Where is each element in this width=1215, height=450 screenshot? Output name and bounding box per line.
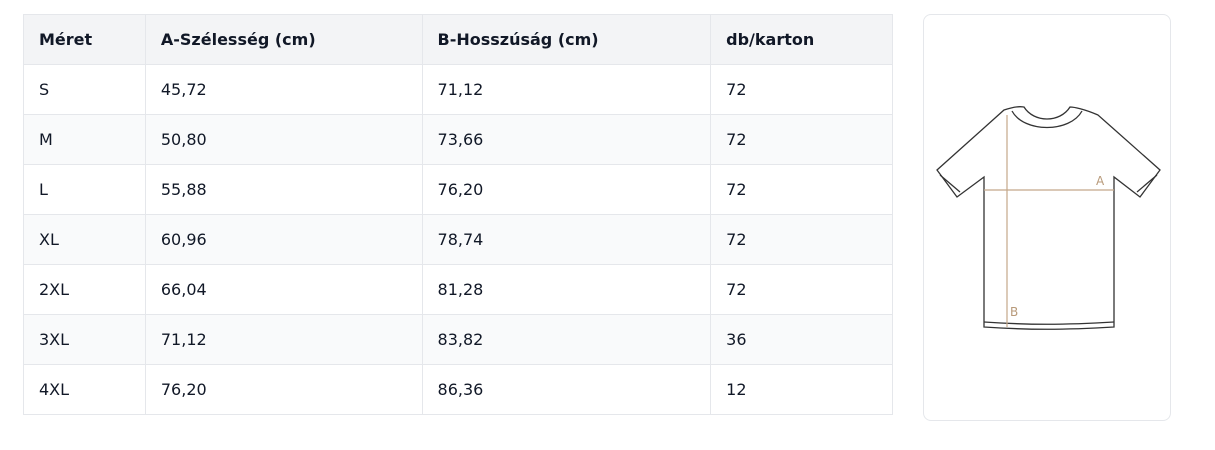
table-cell: 4XL — [23, 364, 146, 415]
table-cell: 2XL — [23, 264, 146, 315]
table-cell: 50,80 — [144, 114, 423, 165]
table-cell: S — [23, 64, 146, 115]
table-cell: 72 — [710, 264, 893, 315]
table-row: L 55,88 76,20 72 — [23, 164, 893, 215]
table-row: 4XL 76,20 86,36 12 — [23, 364, 893, 415]
table-cell: 72 — [710, 214, 893, 265]
header-cell: db/karton — [710, 14, 893, 65]
table-cell: 71,12 — [144, 314, 423, 365]
table-row: S 45,72 71,12 72 — [23, 64, 893, 115]
table-row: XL 60,96 78,74 72 — [23, 214, 893, 265]
table-cell: 72 — [710, 164, 893, 215]
table-cell: 72 — [710, 64, 893, 115]
table-cell: 36 — [710, 314, 893, 365]
header-cell: Méret — [23, 14, 146, 65]
tshirt-outline — [936, 105, 1161, 330]
table-cell: XL — [23, 214, 146, 265]
table-cell: 12 — [710, 364, 893, 415]
header-cell: B-Hosszúság (cm) — [421, 14, 712, 65]
length-label: B — [1010, 305, 1018, 319]
table-cell: 3XL — [23, 314, 146, 365]
tshirt-svg: A B — [936, 105, 1161, 330]
table-cell: 60,96 — [144, 214, 423, 265]
table-cell: 72 — [710, 114, 893, 165]
table-cell: 78,74 — [421, 214, 712, 265]
table-cell: 83,82 — [421, 314, 712, 365]
table-cell: L — [23, 164, 146, 215]
table-cell: 55,88 — [144, 164, 423, 215]
table-cell: M — [23, 114, 146, 165]
header-cell: A-Szélesség (cm) — [144, 14, 423, 65]
table-cell: 76,20 — [421, 164, 712, 215]
header-row: Méret A-Szélesség (cm) B-Hosszúság (cm) db/… — [23, 14, 893, 65]
table-cell: 76,20 — [144, 364, 423, 415]
table-cell: 86,36 — [421, 364, 712, 415]
tshirt-diagram: A B — [923, 14, 1171, 421]
table-row: 2XL 66,04 81,28 72 — [23, 264, 893, 315]
table-cell: 81,28 — [421, 264, 712, 315]
table-cell: 45,72 — [144, 64, 423, 115]
table-row: M 50,80 73,66 72 — [23, 114, 893, 165]
table-row: 3XL 71,12 83,82 36 — [23, 314, 893, 365]
table-cell: 73,66 — [421, 114, 712, 165]
width-label: A — [1096, 174, 1105, 188]
table-cell: 66,04 — [144, 264, 423, 315]
table-body: S 45,72 71,12 72 M 50,80 73,66 72 L 55,88 76,20 72 X… — [23, 64, 893, 415]
table-cell: 71,12 — [421, 64, 712, 115]
size-table: Méret A-Szélesség (cm) B-Hosszúság (cm) db/… — [23, 14, 893, 415]
